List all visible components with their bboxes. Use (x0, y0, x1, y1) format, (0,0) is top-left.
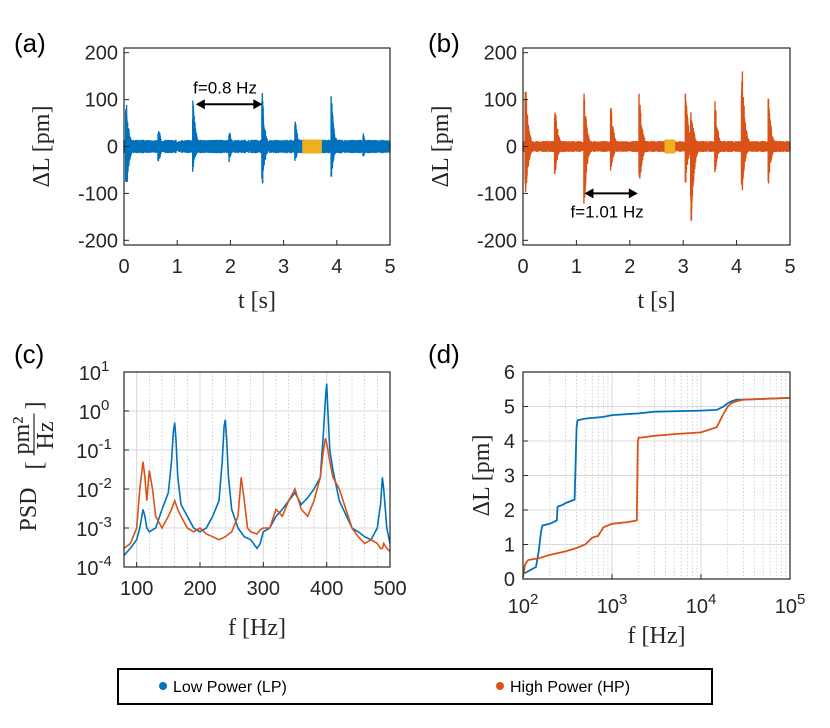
x-tick-label: 0 (118, 256, 129, 278)
y-tick-label: 100 (484, 90, 517, 112)
panel-d: (d) 102 103 104 105 0 1 2 3 4 5 6 f [Hz] ΔL [pm] (428, 339, 805, 649)
x-tick-label: 200 (183, 578, 216, 600)
x-tick-label: 3 (678, 256, 689, 278)
x-tick-label: 2 (225, 256, 236, 278)
x-tick-label: 2 (624, 256, 635, 278)
y-axis-label: ΔL [pm] (469, 435, 495, 517)
y-tick-label: 4 (504, 431, 515, 453)
y-tick-label: 5 (504, 397, 515, 419)
series-hp (123, 438, 391, 553)
x-axis-label: f [Hz] (628, 623, 686, 649)
x-tick-label: 103 (597, 591, 628, 618)
bracket-right: ] (22, 402, 48, 410)
legend-label-lp: Low Power (LP) (173, 679, 287, 696)
y-tick-label: 10-3 (76, 514, 112, 541)
x-tick-label: 500 (373, 578, 406, 600)
x-axis-label: f [Hz] (228, 615, 286, 641)
legend-marker-hp (496, 682, 504, 690)
series-lp (522, 397, 791, 575)
y-tick-label: 100 (79, 397, 110, 424)
y-tick-label: -200 (477, 230, 517, 252)
legend-marker-lp (159, 682, 167, 690)
x-tick-label: 0 (517, 256, 528, 278)
y-axis-label-text: PSD (16, 487, 42, 531)
x-tick-label: 100 (120, 578, 153, 600)
unit-denominator: Hz (33, 422, 59, 450)
y-tick-label: 0 (504, 569, 515, 591)
frequency-annotation: f=1.01 Hz (570, 202, 643, 221)
series-lp (123, 383, 391, 556)
y-tick-label: 10-4 (76, 553, 112, 580)
x-tick-label: 104 (686, 591, 717, 618)
panel-c: (c) 100 200 300 400 500 10-4 10-3 10-2 10-1 100 101… (9, 339, 407, 641)
x-tick-label: 102 (508, 591, 539, 618)
frequency-annotation: f=0.8 Hz (193, 78, 257, 97)
panel-label: (a) (14, 28, 46, 58)
y-tick-label: -200 (78, 230, 118, 252)
y-tick-label: 0 (107, 137, 118, 159)
y-tick-label: 6 (504, 362, 515, 384)
x-tick-label: 400 (310, 578, 343, 600)
legend-label-hp: High Power (HP) (510, 679, 630, 696)
legend: Low Power (LP) High Power (HP) (117, 668, 713, 705)
y-axis-label: ΔL [pm] (29, 106, 55, 188)
signal-trace (522, 71, 791, 221)
y-tick-label: -100 (477, 183, 517, 205)
y-axis-label: ΔL [pm] (428, 106, 454, 188)
panel-label: (d) (428, 339, 460, 369)
panel-label: (c) (14, 339, 44, 369)
arrowhead-left (584, 188, 594, 199)
unit-numerator: pm² (9, 417, 35, 455)
x-tick-label: 3 (278, 256, 289, 278)
y-tick-label: 2 (504, 500, 515, 522)
x-tick-label: 5 (384, 256, 395, 278)
x-tick-label: 1 (571, 256, 582, 278)
y-tick-label: 101 (79, 358, 110, 385)
arrowhead-left (195, 99, 205, 110)
panel-b: (b) 0 1 2 3 4 5 -200 -100 0 100 200 t [s] ΔL [pm] f=1.… (428, 28, 796, 314)
y-tick-label: 200 (85, 43, 118, 65)
series-hp (522, 397, 791, 578)
x-tick-label: 105 (775, 591, 806, 618)
x-tick-label: 5 (784, 256, 795, 278)
highlight-segment (664, 139, 676, 154)
legend-box (117, 668, 713, 705)
x-axis-label: t [s] (638, 288, 676, 314)
y-tick-label: 200 (484, 43, 517, 65)
x-tick-label: 300 (247, 578, 280, 600)
y-tick-label: 100 (85, 90, 118, 112)
highlight-segment (302, 139, 322, 154)
panel-label: (b) (428, 28, 460, 58)
arrowhead-right (253, 99, 263, 110)
y-tick-label: -100 (78, 183, 118, 205)
y-tick-label: 0 (506, 137, 517, 159)
panel-a: (a) 0 1 2 3 4 5 -200 -100 0 100 200 t [s] ΔL [pm] f=0.… (14, 28, 396, 314)
y-tick-label: 10-2 (76, 475, 112, 502)
arrowhead-right (628, 188, 638, 199)
y-tick-label: 3 (504, 466, 515, 488)
axes-box (123, 371, 391, 568)
x-tick-label: 4 (331, 256, 342, 278)
x-axis-label: t [s] (238, 288, 276, 314)
x-tick-label: 4 (731, 256, 742, 278)
y-tick-label: 1 (504, 535, 515, 557)
x-tick-label: 1 (172, 256, 183, 278)
bracket-left: [ (22, 462, 48, 470)
y-tick-label: 10-1 (76, 436, 112, 463)
